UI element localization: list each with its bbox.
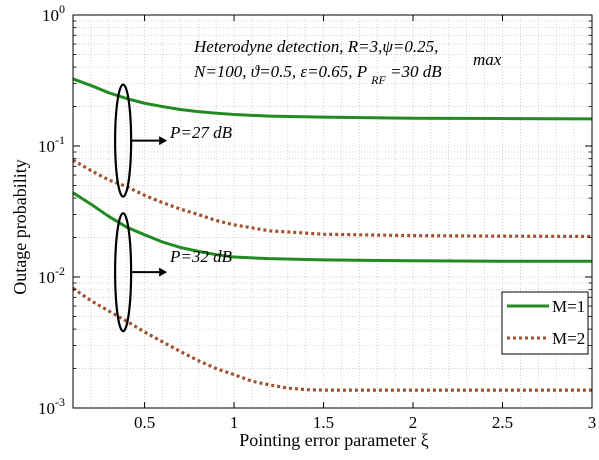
annotation-line-2: N=100, ϑ=0.5, ε=0.65, P RF =30 dB bbox=[193, 62, 442, 88]
group-label-p32: P=32 dB bbox=[169, 247, 233, 266]
x-tick-label: 2.5 bbox=[492, 413, 513, 432]
y-axis-title: Outage probability bbox=[10, 159, 30, 294]
annotation-subscript: RF bbox=[370, 73, 386, 87]
x-tick-label: 2 bbox=[409, 413, 418, 432]
group-label-p27: P=27 dB bbox=[169, 123, 233, 142]
series-line-m2-32db bbox=[72, 286, 592, 392]
y-tick-label: 10-3 bbox=[38, 395, 65, 418]
plot-frame bbox=[72, 14, 593, 409]
legend: M=1 M=2 bbox=[501, 291, 589, 355]
series-layer bbox=[72, 77, 593, 392]
x-tick-label: 1.5 bbox=[313, 413, 334, 432]
legend-label-m1: M=1 bbox=[552, 297, 585, 316]
x-tick-label: 3 bbox=[588, 413, 597, 432]
annotation-line-2-main: N=100, ϑ=0.5, ε=0.65, P bbox=[193, 62, 367, 81]
y-tick-label: 100 bbox=[42, 2, 65, 25]
x-tick-label: 0.5 bbox=[134, 413, 155, 432]
arrow-head-p32 bbox=[159, 267, 168, 277]
axis-ticks: 0.5 1 1.5 2 2.5 3 100 10-1 10-2 10-3 bbox=[38, 2, 596, 432]
annotation-line-1: Heterodyne detection, R=3,ψ=0.25, bbox=[193, 37, 438, 56]
annotation-superscript: max bbox=[473, 50, 502, 69]
annotation-ellipses bbox=[114, 83, 168, 333]
series-line-m1-32db bbox=[72, 191, 592, 263]
series-line-m1-27db bbox=[72, 77, 593, 121]
y-tick-label: 10-2 bbox=[38, 264, 65, 287]
series-line-m2-27db bbox=[72, 158, 593, 239]
annotation-rest: =30 dB bbox=[390, 62, 442, 81]
x-tick-label: 1 bbox=[230, 413, 239, 432]
y-tick-label: 10-1 bbox=[38, 133, 65, 156]
arrow-head-p27 bbox=[159, 136, 168, 146]
legend-box bbox=[501, 291, 589, 355]
x-axis-title: Pointing error parameter ξ bbox=[239, 430, 428, 450]
legend-label-m2: M=2 bbox=[552, 329, 585, 348]
